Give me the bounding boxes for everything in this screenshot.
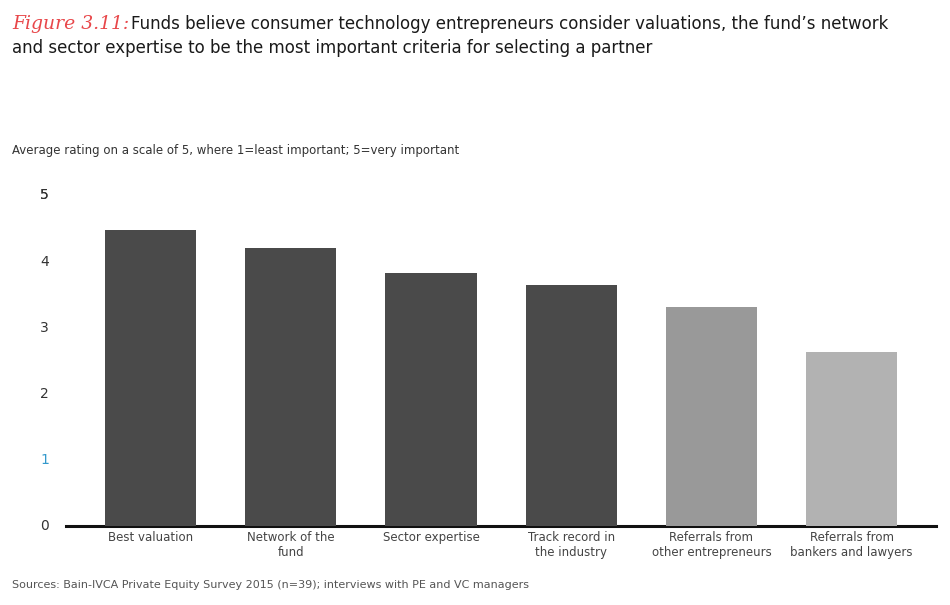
Text: In your opinion, what is the importance ascribed by consumer technology entrepre: In your opinion, what is the importance … xyxy=(0,113,950,126)
Bar xyxy=(245,248,336,526)
Bar xyxy=(525,285,617,526)
Text: Figure 3.11:: Figure 3.11: xyxy=(12,15,129,33)
Text: 3: 3 xyxy=(40,321,49,335)
Text: 0: 0 xyxy=(40,519,49,534)
Text: Average rating on a scale of 5, where 1=least important; 5=very important: Average rating on a scale of 5, where 1=… xyxy=(12,144,460,157)
Bar xyxy=(105,230,197,526)
Text: 5: 5 xyxy=(40,188,49,202)
Bar xyxy=(386,273,477,526)
Text: 1: 1 xyxy=(40,453,49,467)
Bar xyxy=(666,307,757,526)
Text: and sector expertise to be the most important criteria for selecting a partner: and sector expertise to be the most impo… xyxy=(12,39,653,57)
Text: 5: 5 xyxy=(40,188,49,202)
Text: 2: 2 xyxy=(40,387,49,401)
Text: 4: 4 xyxy=(40,255,49,269)
Bar xyxy=(806,352,897,526)
Text: Funds believe consumer technology entrepreneurs consider valuations, the fund’s : Funds believe consumer technology entrep… xyxy=(131,15,888,33)
Text: Sources: Bain-IVCA Private Equity Survey 2015 (n=39); interviews with PE and VC : Sources: Bain-IVCA Private Equity Survey… xyxy=(12,580,529,590)
